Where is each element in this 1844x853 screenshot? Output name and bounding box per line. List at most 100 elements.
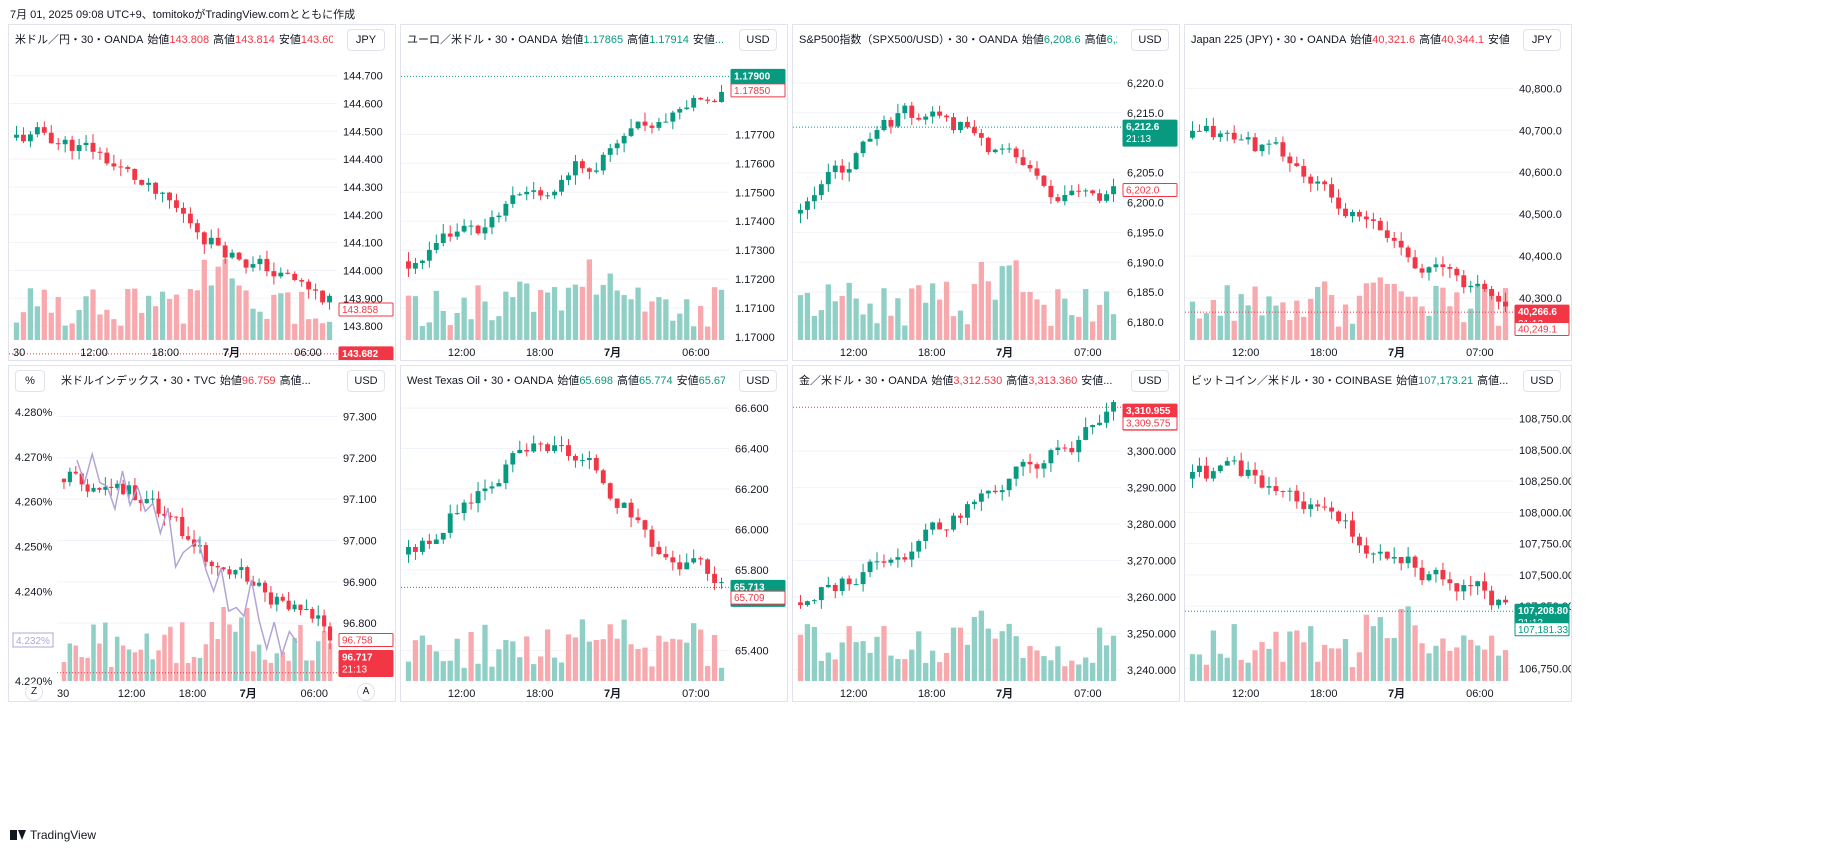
y-tick-label: 144.500: [343, 126, 383, 138]
volume-bar: [118, 325, 124, 340]
symbol-legend[interactable]: ユーロ／米ドル・30・OANDA 始値1.17865 高値1.17914 安値...: [407, 31, 725, 47]
volume-bar: [538, 290, 544, 340]
y-tick-label: 6,180.0: [1127, 317, 1164, 329]
symbol-legend[interactable]: 金／米ドル・30・OANDA 始値3,312.530 高値3,313.360 安値..…: [799, 372, 1117, 388]
candle-body: [1308, 176, 1314, 184]
symbol-legend[interactable]: Japan 225 (JPY)・30・OANDA 始値40,321.6 高値40,3…: [1191, 31, 1509, 47]
volume-bar: [1231, 624, 1237, 681]
candle-body: [510, 453, 516, 465]
volume-bar: [319, 323, 326, 340]
volume-bar: [1196, 654, 1203, 681]
currency-button[interactable]: USD: [1131, 29, 1169, 51]
candle-body: [902, 105, 908, 114]
chart-canvas[interactable]: 40,800.0 40,700.0 40,600.0 40,500.0 40,400.0…: [1185, 25, 1572, 361]
candle-body: [186, 536, 191, 540]
currency-button[interactable]: USD: [739, 29, 777, 51]
volume-bar: [524, 636, 530, 681]
volume-bar: [649, 301, 655, 340]
volume-bar: [1328, 648, 1335, 681]
volume-bar: [73, 645, 79, 681]
candle-body: [48, 132, 54, 144]
candle-body: [1503, 301, 1508, 307]
symbol-legend[interactable]: 米ドル／円・30・OANDA始値143.808高値143.814安値143.60…: [15, 31, 333, 47]
volume-bar: [1090, 662, 1096, 681]
candle-body: [825, 584, 831, 588]
chart-panel[interactable]: 97.300 97.200 97.100 97.000 96.900 96.800 4.28…: [8, 365, 396, 702]
y-tick-label: 40,300.0: [1519, 293, 1562, 305]
volume-bar: [1475, 285, 1481, 340]
chart-panel[interactable]: 108,750.00 108,500.00 108,250.00 108,000.00…: [1184, 365, 1572, 702]
symbol-legend[interactable]: 米ドルインデックス・30・TVC 始値96.759 高値...: [61, 372, 333, 388]
chart-panel[interactable]: 66.600 66.400 66.200 66.000 65.800 65.400 12:0…: [400, 365, 788, 702]
candle-body: [440, 233, 446, 244]
auto-scale-button[interactable]: A: [357, 683, 375, 701]
candle-body: [14, 134, 19, 138]
symbol-legend[interactable]: West Texas Oil・30・OANDA 始値65.698 高値65.774 安…: [407, 372, 725, 388]
currency-button[interactable]: JPY: [347, 29, 385, 51]
volume-bar: [1377, 617, 1383, 681]
symbol-legend[interactable]: S&P500指数（SPX500/USD）・30・OANDA 始値6,208.6 高値…: [799, 31, 1117, 47]
symbol-legend[interactable]: ビットコイン／米ドル・30・COINBASE 始値107,173.21 高値...: [1191, 372, 1509, 388]
zoom-button[interactable]: Z: [25, 683, 43, 701]
candle-body: [482, 227, 488, 234]
volume-bar: [1301, 642, 1307, 681]
volume-bar: [718, 289, 725, 340]
y-tick-label: 6,205.0: [1127, 168, 1164, 180]
volume-bar: [468, 319, 474, 340]
candle-body: [327, 626, 333, 641]
volume-bar: [1370, 626, 1376, 681]
chart-canvas[interactable]: 108,750.00 108,500.00 108,250.00 108,000.00…: [1185, 366, 1572, 702]
currency-button[interactable]: JPY: [1523, 29, 1561, 51]
chart-panel[interactable]: 144.700 144.600 144.500 144.400 144.300 144.2…: [8, 24, 396, 361]
chart-canvas[interactable]: 1.17700 1.17600 1.17500 1.17400 1.17300 1.172…: [401, 25, 788, 361]
volume-bar: [150, 659, 155, 681]
chart-panel[interactable]: 3,300.000 3,290.000 3,280.000 3,270.000 3,26…: [792, 365, 1180, 702]
candle-body: [83, 142, 89, 146]
candle-body: [1048, 450, 1054, 464]
open-value: 65.698: [579, 375, 613, 387]
candle-body: [1363, 216, 1369, 220]
y-tick-label: 6,200.0: [1127, 197, 1164, 209]
currency-button[interactable]: USD: [1523, 370, 1561, 392]
volume-bar: [1363, 614, 1370, 681]
volume-bar: [85, 657, 90, 681]
chart-canvas[interactable]: 66.600 66.400 66.200 66.000 65.800 65.400 12:0…: [401, 366, 788, 702]
chart-canvas[interactable]: 6,220.0 6,215.0 6,205.0 6,200.0 6,195.0 6,190…: [793, 25, 1180, 361]
percent-scale-button[interactable]: %: [15, 370, 45, 392]
candle-body: [1384, 551, 1390, 559]
candle-body: [1398, 240, 1404, 248]
candle-body: [691, 558, 697, 563]
x-tick-label: 07:00: [682, 688, 710, 700]
candle-body: [103, 486, 108, 490]
volume-bar: [1280, 302, 1286, 340]
volume-bar: [1447, 306, 1453, 340]
candle-body: [798, 602, 803, 606]
volume-bar: [215, 639, 220, 681]
candle-body: [1027, 164, 1033, 169]
volume-bar: [1273, 631, 1279, 681]
chart-panel[interactable]: 40,800.0 40,700.0 40,600.0 40,500.0 40,400.0…: [1184, 24, 1572, 361]
chart-panel[interactable]: 6,220.0 6,215.0 6,205.0 6,200.0 6,195.0 6,190…: [792, 24, 1180, 361]
currency-button[interactable]: USD: [1131, 370, 1169, 392]
volume-bar: [1110, 314, 1117, 340]
chart-canvas[interactable]: 97.300 97.200 97.100 97.000 96.900 96.800 4.28…: [9, 366, 396, 702]
candle-body: [1377, 220, 1383, 231]
chart-panel[interactable]: 1.17700 1.17600 1.17500 1.17400 1.17300 1.172…: [400, 24, 788, 361]
chart-canvas[interactable]: 144.700 144.600 144.500 144.400 144.300 144.2…: [9, 25, 396, 361]
candle-body: [1468, 585, 1474, 587]
volume-bar: [818, 310, 824, 340]
volume-bar: [468, 631, 474, 681]
volume-bar: [76, 310, 82, 340]
y-tick-label: 1.17200: [735, 274, 775, 286]
candle-body: [489, 486, 495, 489]
candle-body: [126, 485, 132, 495]
currency-button[interactable]: USD: [347, 370, 385, 392]
candle-body: [1231, 132, 1237, 140]
x-tick-label: 7月: [604, 346, 621, 359]
chart-canvas[interactable]: 3,300.000 3,290.000 3,280.000 3,270.000 3,26…: [793, 366, 1180, 702]
volume-bar: [221, 607, 226, 681]
candle-body: [180, 516, 185, 537]
candle-body: [628, 502, 634, 518]
footer-brand[interactable]: TradingView: [30, 828, 97, 842]
currency-button[interactable]: USD: [739, 370, 777, 392]
